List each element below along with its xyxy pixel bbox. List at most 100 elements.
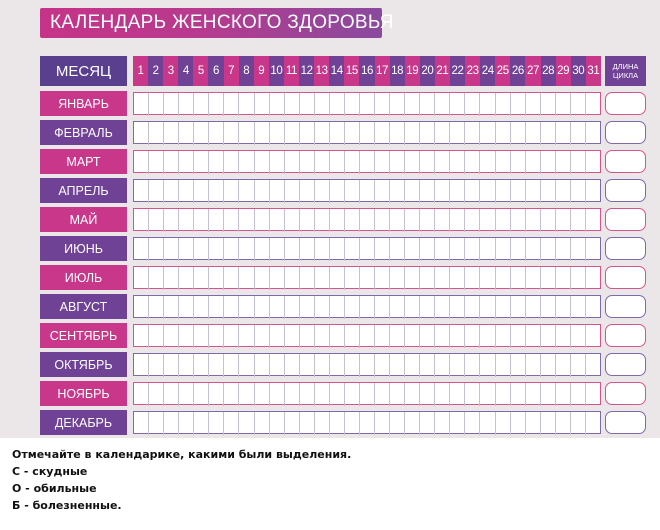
day-cell[interactable] — [239, 209, 255, 232]
day-cell[interactable] — [450, 180, 466, 203]
day-cell[interactable] — [541, 296, 556, 319]
day-cell[interactable] — [164, 267, 180, 290]
day-cell[interactable] — [511, 209, 526, 232]
day-cell[interactable] — [541, 412, 556, 435]
day-cell[interactable] — [405, 267, 421, 290]
day-cell[interactable] — [330, 180, 345, 203]
day-cell[interactable] — [571, 354, 586, 377]
day-cell[interactable] — [330, 151, 345, 174]
day-cell[interactable] — [285, 180, 300, 203]
day-cell[interactable] — [511, 122, 526, 145]
day-cell[interactable] — [300, 354, 315, 377]
day-cell[interactable] — [285, 325, 300, 348]
day-cell[interactable] — [179, 383, 195, 406]
day-cell[interactable] — [164, 383, 180, 406]
day-cell[interactable] — [405, 238, 421, 261]
day-cell[interactable] — [255, 151, 270, 174]
day-cell[interactable] — [420, 151, 436, 174]
day-cell[interactable] — [571, 209, 586, 232]
day-cell[interactable] — [255, 383, 270, 406]
day-cell[interactable] — [345, 354, 360, 377]
day-cell[interactable] — [255, 238, 270, 261]
day-cell[interactable] — [420, 267, 436, 290]
day-cell[interactable] — [360, 180, 375, 203]
day-cell[interactable] — [315, 354, 330, 377]
day-cell[interactable] — [315, 412, 330, 435]
day-cell[interactable] — [526, 354, 541, 377]
day-cell[interactable] — [285, 238, 300, 261]
day-cell[interactable] — [571, 383, 586, 406]
day-cell[interactable] — [209, 325, 225, 348]
day-cell[interactable] — [194, 267, 210, 290]
day-cell[interactable] — [149, 267, 165, 290]
day-cell[interactable] — [586, 93, 600, 116]
day-cell[interactable] — [405, 209, 421, 232]
day-cell[interactable] — [255, 267, 270, 290]
day-cell[interactable] — [360, 93, 375, 116]
day-cell[interactable] — [270, 325, 285, 348]
day-cell[interactable] — [239, 383, 255, 406]
day-cell[interactable] — [224, 93, 240, 116]
day-cell[interactable] — [330, 93, 345, 116]
day-cell[interactable] — [450, 93, 466, 116]
day-cell[interactable] — [330, 412, 345, 435]
day-cell[interactable] — [375, 325, 391, 348]
day-cell[interactable] — [149, 383, 165, 406]
day-cell[interactable] — [134, 209, 150, 232]
day-cell[interactable] — [526, 238, 541, 261]
day-cell[interactable] — [270, 354, 285, 377]
day-cell[interactable] — [224, 267, 240, 290]
day-cell[interactable] — [496, 267, 511, 290]
day-cell[interactable] — [239, 354, 255, 377]
day-cell[interactable] — [149, 412, 165, 435]
day-cell[interactable] — [375, 383, 391, 406]
day-cell[interactable] — [149, 180, 165, 203]
day-cell[interactable] — [435, 325, 451, 348]
day-cell[interactable] — [239, 267, 255, 290]
day-cell[interactable] — [390, 151, 406, 174]
day-cell[interactable] — [149, 238, 165, 261]
day-cell[interactable] — [149, 354, 165, 377]
day-cell[interactable] — [586, 122, 600, 145]
day-cell[interactable] — [390, 180, 406, 203]
day-cell[interactable] — [194, 412, 210, 435]
day-cell[interactable] — [330, 267, 345, 290]
day-cell[interactable] — [571, 325, 586, 348]
day-cell[interactable] — [345, 151, 360, 174]
day-cell[interactable] — [300, 296, 315, 319]
day-cell[interactable] — [149, 296, 165, 319]
day-cell[interactable] — [330, 354, 345, 377]
day-cell[interactable] — [556, 354, 571, 377]
day-cell[interactable] — [209, 412, 225, 435]
day-cell[interactable] — [450, 296, 466, 319]
day-cell[interactable] — [224, 296, 240, 319]
day-cell[interactable] — [420, 325, 436, 348]
day-cell[interactable] — [435, 180, 451, 203]
cycle-length-box[interactable] — [605, 92, 646, 115]
day-cell[interactable] — [450, 209, 466, 232]
day-cell[interactable] — [209, 151, 225, 174]
day-cell[interactable] — [134, 325, 150, 348]
day-cell[interactable] — [315, 267, 330, 290]
day-cell[interactable] — [255, 180, 270, 203]
day-cell[interactable] — [330, 238, 345, 261]
day-cell[interactable] — [541, 151, 556, 174]
day-cell[interactable] — [556, 383, 571, 406]
day-cell[interactable] — [556, 122, 571, 145]
cycle-length-box[interactable] — [605, 208, 646, 231]
day-cell[interactable] — [194, 209, 210, 232]
day-cell[interactable] — [511, 151, 526, 174]
day-cell[interactable] — [315, 383, 330, 406]
day-cell[interactable] — [345, 267, 360, 290]
day-cell[interactable] — [179, 267, 195, 290]
day-cell[interactable] — [315, 325, 330, 348]
day-cell[interactable] — [435, 296, 451, 319]
day-cell[interactable] — [435, 238, 451, 261]
day-cell[interactable] — [239, 238, 255, 261]
day-cell[interactable] — [586, 238, 600, 261]
day-cell[interactable] — [571, 93, 586, 116]
day-cell[interactable] — [345, 93, 360, 116]
day-cell[interactable] — [571, 267, 586, 290]
day-cell[interactable] — [496, 238, 511, 261]
day-cell[interactable] — [586, 267, 600, 290]
